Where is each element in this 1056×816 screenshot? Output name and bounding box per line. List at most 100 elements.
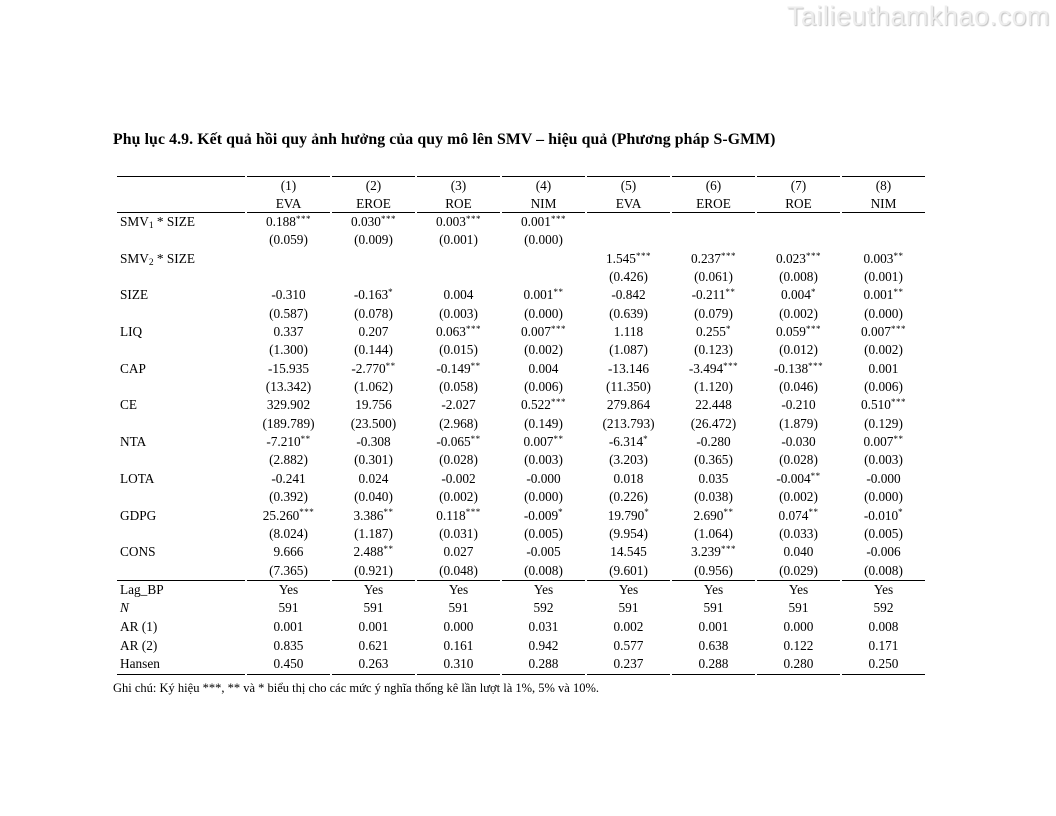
column-number: (5) xyxy=(587,176,670,195)
row-label: SMV2 * SIZE xyxy=(120,250,195,269)
stat-cell: 0.001 xyxy=(273,618,304,634)
stat-cell: 0.171 xyxy=(868,637,899,653)
coef-cell: -0.010* xyxy=(863,507,904,523)
stat-cell: 0.000 xyxy=(783,618,814,634)
column-number: (1) xyxy=(247,176,330,195)
stat-cell: 0.250 xyxy=(842,655,925,675)
stat-cell: 0.288 xyxy=(502,655,585,675)
row-label-spacer xyxy=(117,341,245,359)
coef-cell xyxy=(672,212,755,231)
stat-cell: 591 xyxy=(278,600,299,616)
se-cell: (0.008) xyxy=(779,269,818,285)
coef-cell: 0.059*** xyxy=(776,324,821,340)
stat-cell: 0.263 xyxy=(332,655,415,675)
coef-cell xyxy=(587,212,670,231)
row-label: LOTA xyxy=(120,470,155,486)
coef-cell xyxy=(842,212,925,231)
row-label: CAP xyxy=(120,360,146,376)
coef-cell: -0.210 xyxy=(781,397,816,413)
column-number: (4) xyxy=(502,176,585,195)
se-cell: (0.028) xyxy=(779,452,818,468)
coef-cell: 1.118 xyxy=(613,324,644,340)
se-cell: (0.003) xyxy=(439,305,478,321)
stat-cell: Yes xyxy=(587,579,670,600)
coef-cell: 0.007** xyxy=(863,434,904,450)
se-cell: (7.365) xyxy=(269,562,308,578)
coef-cell: 14.545 xyxy=(610,544,647,560)
model-header: NIM xyxy=(870,195,897,211)
model-header: ROE xyxy=(785,195,812,211)
stat-cell: 0.002 xyxy=(613,618,644,634)
coef-cell: 0.207 xyxy=(358,324,389,340)
coef-cell: 0.007*** xyxy=(521,324,566,340)
coef-cell: 0.001*** xyxy=(502,212,585,231)
se-cell: (213.793) xyxy=(602,415,655,431)
row-label: SMV1 * SIZE xyxy=(117,212,245,231)
column-number-row: (1) (2) (3) (4) (5) (6) (7) (8) xyxy=(117,176,925,195)
stat-cell: 0.310 xyxy=(417,655,500,675)
se-cell: (0.033) xyxy=(779,525,818,541)
se-cell xyxy=(672,231,755,249)
model-header: ROE xyxy=(445,195,472,211)
coef-cell: 0.003** xyxy=(863,250,904,266)
row-label: CONS xyxy=(120,544,156,560)
stat-cell: 591 xyxy=(363,600,384,616)
se-cell: (0.002) xyxy=(779,489,818,505)
se-cell: (0.365) xyxy=(694,452,733,468)
stat-cell: 0.237 xyxy=(587,655,670,675)
se-cell: (0.587) xyxy=(269,305,308,321)
coef-cell: -6.314* xyxy=(608,434,649,450)
se-cell: (0.058) xyxy=(439,379,478,395)
coef-row: LOTA -0.241 0.024 -0.002 -0.000 0.018 0.035 -0.… xyxy=(117,470,925,488)
coef-row: CAP -15.935 -2.770** -0.149** 0.004 -13.146 -3… xyxy=(117,360,925,378)
stat-row: AR (1) 0.001 0.001 0.000 0.031 0.002 0.001 0.00… xyxy=(117,618,925,637)
coef-cell: 0.030*** xyxy=(332,212,415,231)
se-cell: (0.392) xyxy=(269,489,308,505)
coef-cell: 0.007*** xyxy=(861,324,906,340)
se-cell: (0.009) xyxy=(354,232,393,248)
se-cell: (0.006) xyxy=(524,379,563,395)
coef-cell: 0.118*** xyxy=(436,507,481,523)
coef-cell: 3.386** xyxy=(353,507,394,523)
coef-cell: 0.040 xyxy=(783,544,814,560)
se-cell: (1.187) xyxy=(354,525,393,541)
model-header-row: EVA EROE ROE NIM EVA EROE ROE NIM xyxy=(117,195,925,213)
se-row: (8.024) (1.187) (0.031) (0.005) (9.954) (1.06… xyxy=(117,525,925,543)
row-label-spacer xyxy=(117,488,245,506)
se-cell xyxy=(842,231,925,249)
stat-cell: Yes xyxy=(332,579,415,600)
coef-row: NTA -7.210** -0.308 -0.065** 0.007** -6.314* -… xyxy=(117,433,925,451)
row-label-spacer xyxy=(117,562,245,580)
coef-cell: 0.237*** xyxy=(691,250,736,266)
coef-row: SMV1 * SIZE 0.188*** 0.030*** 0.003*** 0.001… xyxy=(117,212,925,231)
coef-cell: -0.000 xyxy=(866,470,901,486)
coef-cell: 329.902 xyxy=(266,397,311,413)
se-cell: (13.342) xyxy=(265,379,312,395)
se-cell: (189.789) xyxy=(262,415,315,431)
coef-cell: 0.004 xyxy=(443,287,474,303)
table-footnote: Ghi chú: Ký hiệu ***, ** và * biểu thị c… xyxy=(113,681,600,695)
se-cell: (0.639) xyxy=(609,305,648,321)
stat-cell: 0.450 xyxy=(247,655,330,675)
se-cell: (3.203) xyxy=(609,452,648,468)
se-cell: (0.003) xyxy=(864,452,903,468)
se-cell: (0.002) xyxy=(439,489,478,505)
se-cell: (8.024) xyxy=(269,525,308,541)
coefficient-body: SMV1 * SIZE 0.188*** 0.030*** 0.003*** 0.001… xyxy=(117,212,925,580)
coef-cell: -0.006 xyxy=(866,544,901,560)
row-label: GDPG xyxy=(120,507,157,523)
column-number: (7) xyxy=(757,176,840,195)
stat-cell: 0.577 xyxy=(613,637,644,653)
stat-cell: 0.001 xyxy=(698,618,729,634)
se-cell xyxy=(587,231,670,249)
model-header: EVA xyxy=(275,195,302,211)
coef-cell xyxy=(757,212,840,231)
stat-row: AR (2) 0.835 0.621 0.161 0.942 0.577 0.638 0.12… xyxy=(117,637,925,656)
se-cell: (0.006) xyxy=(864,379,903,395)
coef-row: SMV2 * SIZE 1.545*** 0.237*** 0.023*** 0.003… xyxy=(117,250,925,268)
coef-cell: 0.001** xyxy=(863,287,904,303)
coef-cell xyxy=(247,250,330,268)
row-label-spacer xyxy=(117,451,245,469)
coef-cell: -13.146 xyxy=(608,360,649,376)
se-cell: (0.008) xyxy=(524,562,563,578)
